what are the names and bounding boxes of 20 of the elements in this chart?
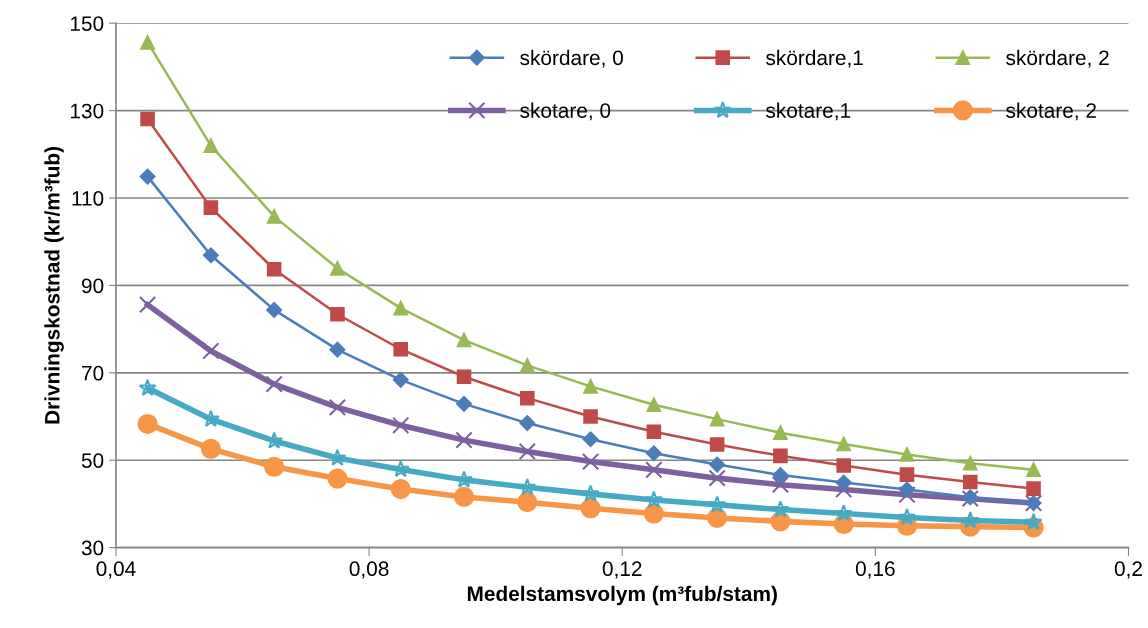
x-tick-label: 0,2 — [1114, 561, 1142, 579]
y-axis-title: Drivningskostnad (kr/m³fub) — [44, 146, 64, 424]
legend-label: skotare, 2 — [1006, 102, 1096, 121]
y-tick-label: 110 — [72, 191, 104, 206]
y-tick-label: 90 — [81, 278, 104, 294]
y-tick-label: 30 — [81, 540, 104, 556]
legend-label: skotare, 0 — [520, 102, 611, 121]
legend-label: skotare,1 — [766, 102, 851, 121]
x-axis-title: Medelstamsvolym (m³fub/stam) — [467, 585, 777, 606]
legend-label: skördare, 0 — [520, 49, 623, 68]
x-tick-label: 0,08 — [349, 561, 389, 579]
y-tick-label: 50 — [81, 453, 104, 468]
x-tick-label: 0,16 — [855, 561, 895, 579]
y-tick-label: 130 — [70, 103, 104, 119]
x-tick-label: 0,12 — [602, 561, 642, 579]
y-tick-label: 150 — [70, 16, 104, 31]
y-tick-label: 70 — [82, 365, 104, 381]
legend-label: skördare,1 — [766, 49, 863, 68]
legend-label: skördare, 2 — [1006, 49, 1109, 68]
x-tick-label: 0,04 — [96, 561, 136, 579]
